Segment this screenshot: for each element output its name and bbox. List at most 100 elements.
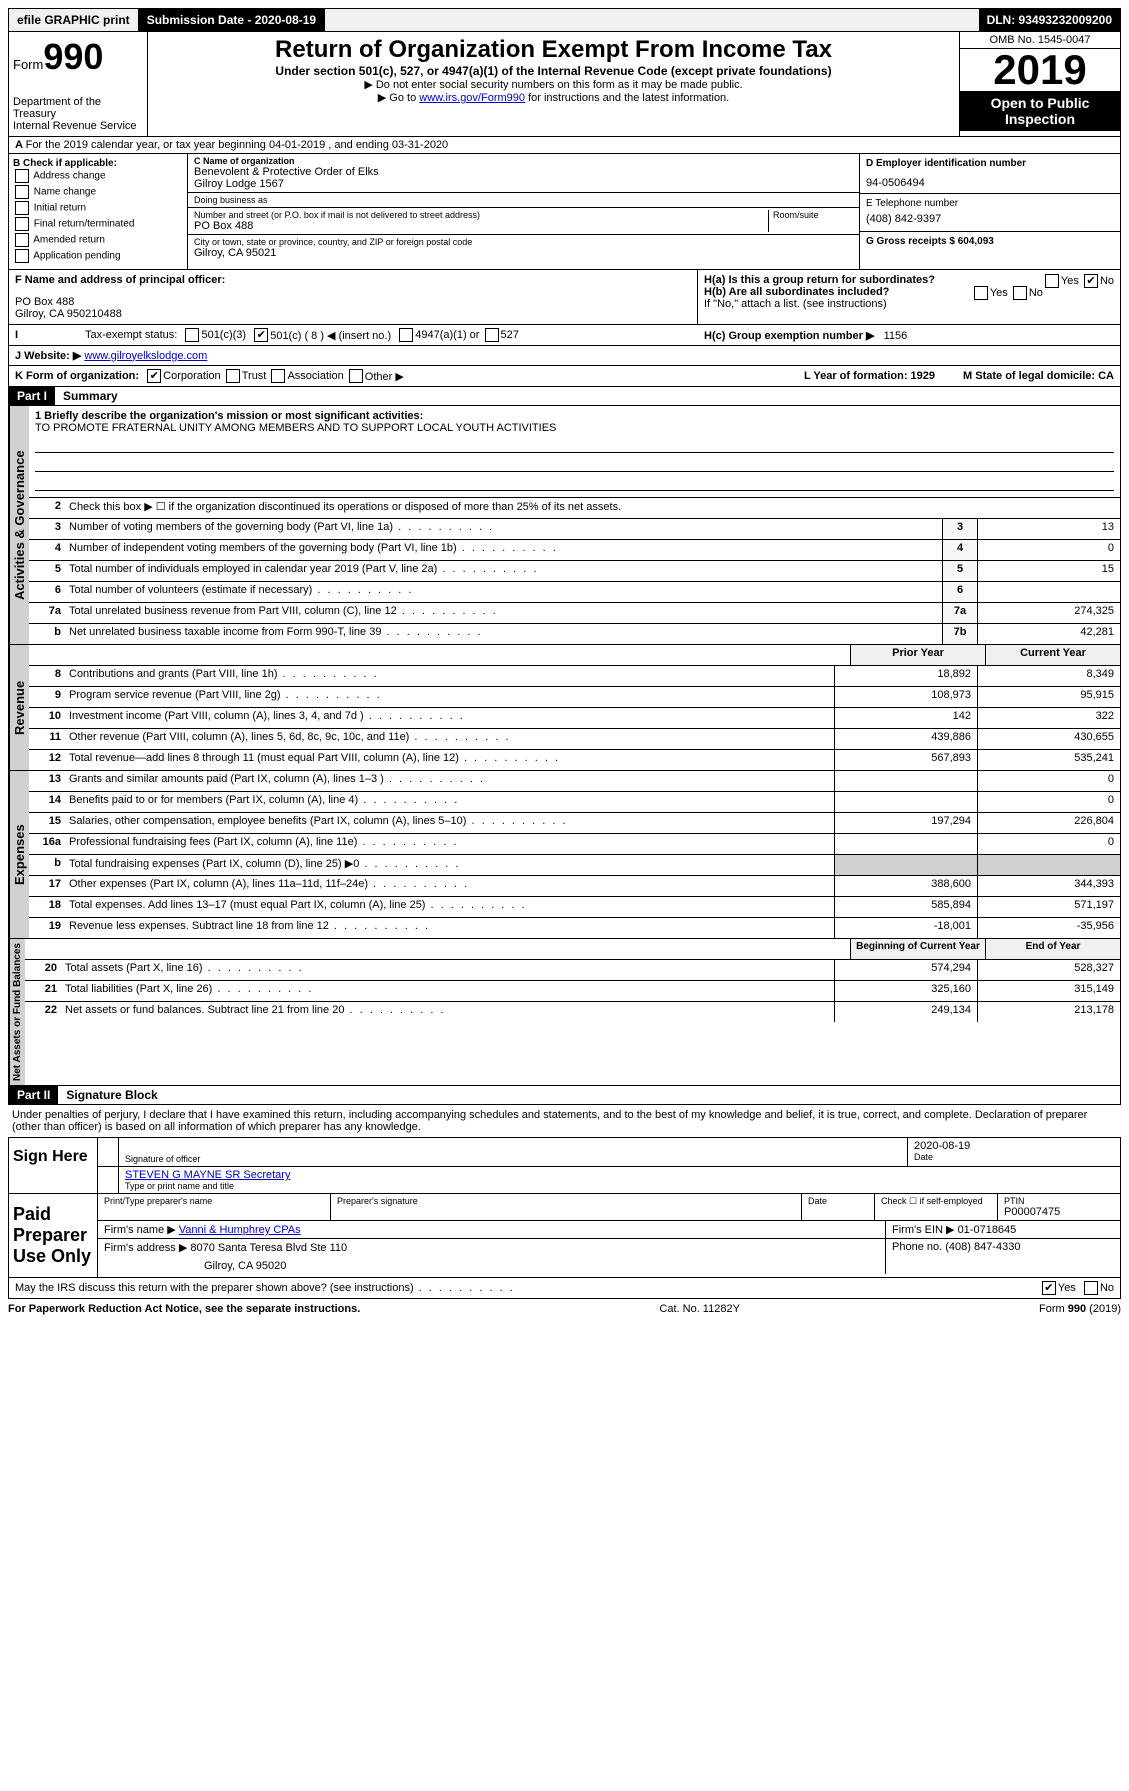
row-k: K Form of organization: ✔ Corporation Tr…: [8, 366, 1121, 387]
city-state-zip: Gilroy, CA 95021: [194, 247, 853, 259]
box-b: B Check if applicable: Address change Na…: [9, 154, 188, 269]
app-pending-check[interactable]: Application pending: [13, 249, 183, 263]
name-change-check[interactable]: Name change: [13, 185, 183, 199]
row-j: J Website: ▶ www.gilroyelkslodge.com: [8, 346, 1121, 366]
ptin-label: PTIN: [1004, 1196, 1114, 1206]
4947a1: 4947(a)(1) or: [415, 329, 479, 341]
prep-name-label: Print/Type preparer's name: [104, 1196, 324, 1206]
paperwork-notice: For Paperwork Reduction Act Notice, see …: [8, 1303, 360, 1315]
summary-row: 14 Benefits paid to or for members (Part…: [29, 792, 1120, 813]
box-h: H(a) Is this a group return for subordin…: [697, 270, 1120, 324]
hc-label: H(c) Group exemption number ▶: [704, 330, 874, 342]
expenses-section: Expenses 13 Grants and similar amounts p…: [8, 771, 1121, 939]
open-public: Open to Public Inspection: [960, 91, 1120, 131]
firm-city: Gilroy, CA 95020: [204, 1260, 879, 1272]
part2-header-row: Part II Signature Block: [8, 1086, 1121, 1105]
tax-year-range: For the 2019 calendar year, or tax year …: [26, 139, 449, 151]
prep-sig-label: Preparer's signature: [337, 1196, 795, 1206]
box-c: C Name of organization Benevolent & Prot…: [188, 154, 859, 269]
final-return-check[interactable]: Final return/terminated: [13, 217, 183, 231]
firm-name-label: Firm's name ▶: [104, 1224, 176, 1236]
prior-year-header: Prior Year: [850, 645, 985, 665]
summary-row: 20 Total assets (Part X, line 16) 574,29…: [25, 960, 1120, 981]
part1-header: Part I: [9, 387, 55, 405]
sign-here-label: Sign Here: [9, 1138, 98, 1193]
na-label: Net Assets or Fund Balances: [9, 939, 25, 1085]
officer-addr1: PO Box 488: [15, 296, 691, 308]
org-name2: Gilroy Lodge 1567: [194, 178, 853, 190]
prep-date-label: Date: [808, 1196, 868, 1206]
part2-title: Signature Block: [58, 1086, 165, 1104]
initial-return-check[interactable]: Initial return: [13, 201, 183, 215]
website-link[interactable]: www.gilroyelkslodge.com: [84, 350, 207, 362]
prep-phone-label: Phone no.: [892, 1241, 942, 1253]
paid-preparer-table: Paid Preparer Use Only Print/Type prepar…: [8, 1194, 1121, 1278]
other: Other ▶: [365, 370, 404, 383]
f-h-block: F Name and address of principal officer:…: [8, 270, 1121, 325]
irs-link[interactable]: www.irs.gov/Form990: [419, 92, 525, 104]
form-title: Return of Organization Exempt From Incom…: [154, 36, 953, 64]
phone-label: E Telephone number: [866, 198, 1114, 209]
summary-row: 10 Investment income (Part VIII, column …: [29, 708, 1120, 729]
amended-check[interactable]: Amended return: [13, 233, 183, 247]
ssn-note: ▶ Do not enter social security numbers o…: [154, 78, 953, 91]
form-number-box: Form990 Department of the Treasury Inter…: [9, 32, 148, 136]
summary-row: 16a Professional fundraising fees (Part …: [29, 834, 1120, 855]
activities-governance: Activities & Governance 1 Briefly descri…: [8, 406, 1121, 645]
501c3: 501(c)(3): [201, 329, 246, 341]
entity-section: B Check if applicable: Address change Na…: [8, 154, 1121, 270]
dln: DLN: 93493232009200: [979, 9, 1120, 31]
dba-label: Doing business as: [194, 195, 853, 205]
top-bar: efile GRAPHIC print Submission Date - 20…: [8, 8, 1121, 32]
year-box: OMB No. 1545-0047 2019 Open to Public In…: [959, 32, 1120, 136]
summary-row: 5 Total number of individuals employed i…: [29, 561, 1120, 582]
sign-here-table: Sign Here Signature of officer 2020-08-1…: [8, 1137, 1121, 1194]
summary-row: 6 Total number of volunteers (estimate i…: [29, 582, 1120, 603]
501c: 501(c) ( 8 ) ◀ (insert no.): [270, 329, 391, 342]
part2-header: Part II: [9, 1086, 58, 1104]
trust: Trust: [242, 370, 267, 382]
summary-row: 21 Total liabilities (Part X, line 26) 3…: [25, 981, 1120, 1002]
summary-row: 18 Total expenses. Add lines 13–17 (must…: [29, 897, 1120, 918]
state-domicile: M State of legal domicile: CA: [963, 370, 1114, 382]
year-formation: L Year of formation: 1929: [804, 370, 963, 382]
signature-block: Under penalties of perjury, I declare th…: [8, 1105, 1121, 1278]
phone-value: (408) 842-9397: [866, 213, 1114, 225]
form-label: Form: [13, 57, 43, 72]
tax-exempt-label: Tax-exempt status:: [85, 329, 177, 341]
box-d: D Employer identification number 94-0506…: [859, 154, 1120, 269]
summary-row: 22 Net assets or fund balances. Subtract…: [25, 1002, 1120, 1022]
form-number: 990: [43, 36, 103, 77]
efile-label[interactable]: efile GRAPHIC print: [9, 9, 139, 31]
form-org-label: K Form of organization:: [15, 370, 139, 382]
tax-year: 2019: [960, 49, 1120, 91]
revenue-section: Revenue Prior Year Current Year 8 Contri…: [8, 645, 1121, 771]
officer-name[interactable]: STEVEN G MAYNE SR Secretary: [125, 1169, 290, 1181]
527: 527: [501, 329, 519, 341]
summary-row: b Net unrelated business taxable income …: [29, 624, 1120, 644]
part1-title: Summary: [55, 387, 126, 405]
goto-note: ▶ Go to www.irs.gov/Form990 for instruct…: [154, 91, 953, 104]
ha-row: H(a) Is this a group return for subordin…: [704, 274, 1114, 286]
addr-change-check[interactable]: Address change: [13, 169, 183, 183]
officer-label: F Name and address of principal officer:: [15, 274, 691, 286]
discuss-row: May the IRS discuss this return with the…: [8, 1278, 1121, 1299]
summary-row: 13 Grants and similar amounts paid (Part…: [29, 771, 1120, 792]
firm-name[interactable]: Vanni & Humphrey CPAs: [179, 1224, 301, 1236]
box-b-label: B Check if applicable:: [13, 158, 183, 169]
ag-label: Activities & Governance: [9, 406, 29, 644]
box-f: F Name and address of principal officer:…: [9, 270, 697, 324]
ptin-value: P00007475: [1004, 1206, 1114, 1218]
summary-row: 9 Program service revenue (Part VIII, li…: [29, 687, 1120, 708]
gross-receipts: G Gross receipts $ 604,093: [866, 236, 1114, 247]
summary-row: 15 Salaries, other compensation, employe…: [29, 813, 1120, 834]
cat-number: Cat. No. 11282Y: [659, 1303, 740, 1315]
firm-addr: 8070 Santa Teresa Blvd Ste 110: [190, 1242, 347, 1254]
rev-label: Revenue: [9, 645, 29, 770]
line-a: A For the 2019 calendar year, or tax yea…: [8, 137, 1121, 154]
summary-row: b Total fundraising expenses (Part IX, c…: [29, 855, 1120, 876]
street-address: PO Box 488: [194, 220, 768, 232]
perjury-declaration: Under penalties of perjury, I declare th…: [8, 1105, 1121, 1137]
line2: Check this box ▶ ☐ if the organization d…: [65, 498, 1120, 518]
title-box: Return of Organization Exempt From Incom…: [148, 32, 959, 136]
